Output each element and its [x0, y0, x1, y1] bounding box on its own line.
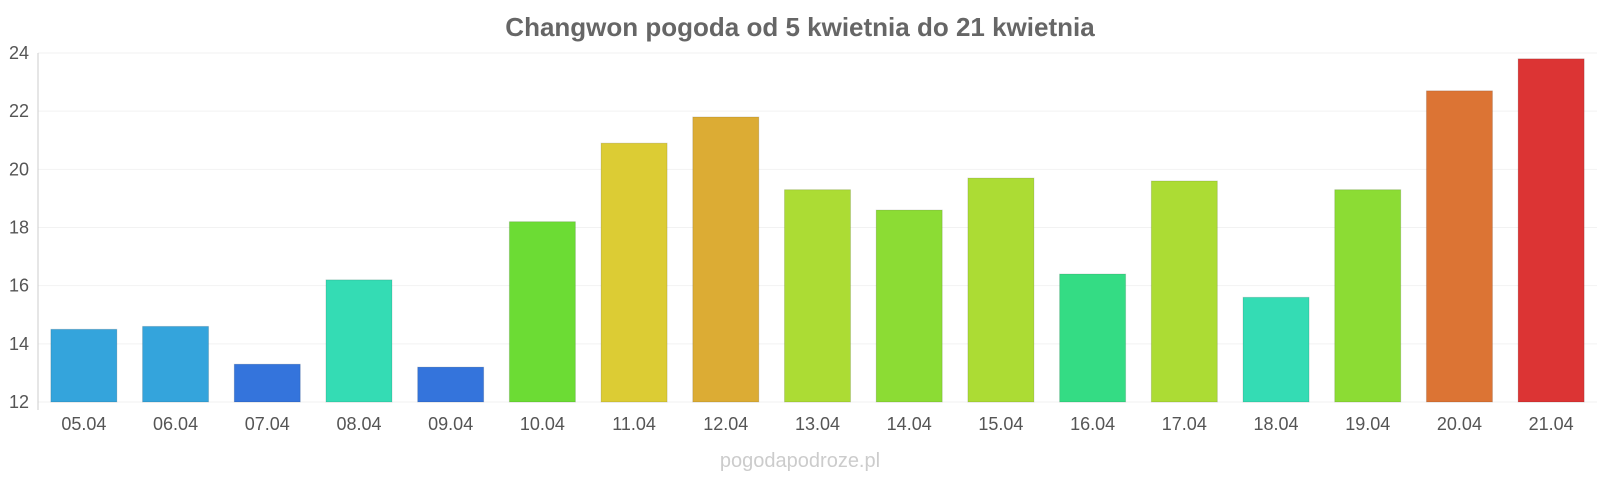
x-tick-labels: 05.04 06.04 07.04 08.04 09.04 10.04 11.04 12.04…: [61, 414, 1573, 434]
bar-06.04: [142, 325, 210, 403]
bar-10.04: [508, 221, 576, 403]
bar-20.04: [1425, 90, 1493, 403]
bar-21.04: [1517, 58, 1585, 403]
bar-15.04: [967, 177, 1035, 403]
x-tick-label: 20.04: [1437, 414, 1482, 434]
x-tick-label: 19.04: [1345, 414, 1390, 434]
chart-title: Changwon pogoda od 5 kwietnia do 21 kwie…: [505, 12, 1095, 42]
bar-07.04: [233, 363, 301, 403]
x-tick-label: 16.04: [1070, 414, 1115, 434]
x-tick-label: 15.04: [978, 414, 1023, 434]
y-tick-label: 22: [9, 101, 29, 121]
x-tick-label: 07.04: [245, 414, 290, 434]
y-tick-labels: 12 14 16 18 20 22 24: [9, 43, 29, 412]
bar-17.04: [1150, 180, 1218, 403]
bar-08.04: [325, 279, 393, 403]
bar-13.04: [783, 189, 852, 403]
y-tick-label: 18: [9, 218, 29, 238]
y-tick-label: 20: [9, 159, 29, 179]
bar-14.04: [875, 209, 943, 403]
x-tick-label: 12.04: [703, 414, 748, 434]
y-tick-label: 16: [9, 276, 29, 296]
x-tick-label: 17.04: [1162, 414, 1207, 434]
watermark: pogodapodroze.pl: [719, 450, 881, 472]
x-tick-label: 08.04: [336, 414, 381, 434]
bar-05.04: [50, 328, 118, 403]
x-tick-label: 14.04: [887, 414, 932, 434]
y-tick-label: 24: [9, 43, 29, 63]
bar-18.04: [1242, 296, 1310, 403]
x-tick-label: 10.04: [520, 414, 565, 434]
x-tick-label: 06.04: [153, 414, 198, 434]
x-tick-label: 11.04: [612, 414, 656, 434]
bar-09.04: [417, 366, 485, 403]
x-tick-label: 21.04: [1529, 414, 1574, 434]
x-tick-label: 13.04: [795, 414, 840, 434]
bar-11.04: [600, 142, 668, 403]
x-tick-label: 09.04: [428, 414, 473, 434]
y-tick-label: 12: [9, 392, 29, 412]
x-tick-label: 18.04: [1254, 414, 1299, 434]
bars: [50, 58, 1585, 403]
x-tick-label: 05.04: [61, 414, 106, 434]
bar-19.04: [1334, 189, 1402, 403]
bar-16.04: [1059, 273, 1127, 403]
bar-12.04: [692, 116, 760, 403]
y-tick-label: 14: [9, 334, 29, 354]
